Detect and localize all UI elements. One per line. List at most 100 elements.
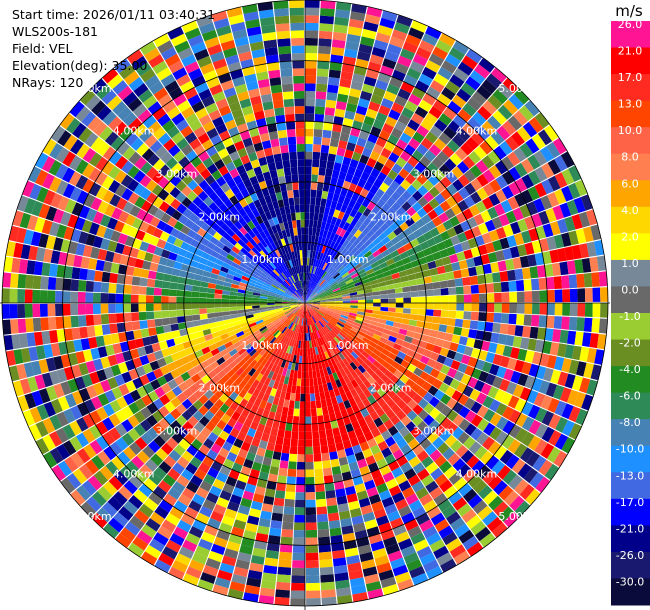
range-gate	[413, 539, 429, 552]
range-gate	[331, 380, 338, 390]
range-gate	[198, 444, 211, 456]
range-gate	[142, 95, 158, 109]
range-gate	[311, 324, 315, 333]
range-gate	[49, 330, 59, 344]
range-gate	[231, 233, 241, 243]
range-gate	[356, 161, 367, 172]
range-gate	[327, 505, 339, 514]
range-gate	[84, 132, 99, 148]
range-gate	[226, 253, 235, 262]
range-gate	[340, 247, 348, 256]
range-gate	[194, 349, 204, 358]
range-gate	[342, 298, 351, 301]
range-gate	[285, 491, 296, 500]
range-gate	[426, 237, 437, 248]
range-gate	[295, 484, 305, 493]
range-gate	[111, 386, 123, 400]
range-gate	[277, 199, 285, 208]
range-gate	[283, 293, 292, 298]
range-gate	[75, 106, 91, 122]
range-gate	[338, 282, 347, 288]
range-gate	[156, 357, 167, 368]
range-gate	[154, 505, 169, 519]
range-gate	[331, 130, 341, 140]
range-gate	[342, 384, 350, 393]
range-gate	[244, 269, 253, 276]
range-gate	[418, 296, 427, 303]
range-gate	[372, 381, 381, 391]
range-gate	[244, 112, 256, 123]
range-gate	[223, 319, 232, 325]
range-gate	[124, 521, 141, 536]
range-gate	[352, 359, 361, 368]
range-gate	[446, 538, 462, 552]
range-gate	[180, 371, 191, 382]
range-gate	[347, 267, 356, 274]
range-gate	[144, 344, 154, 355]
range-gate	[359, 272, 368, 279]
range-gate	[183, 87, 198, 100]
range-gate	[125, 460, 139, 475]
range-gate	[90, 396, 103, 410]
range-gate	[132, 267, 142, 277]
range-gate	[252, 547, 266, 558]
range-gate	[25, 318, 34, 333]
range-gate	[360, 424, 371, 435]
range-gate	[362, 337, 371, 344]
range-gate	[545, 382, 558, 398]
range-gate	[256, 423, 266, 433]
range-gate	[534, 112, 550, 129]
range-gate	[571, 244, 582, 260]
range-gate	[463, 249, 474, 260]
range-gate	[321, 589, 336, 598]
range-gate	[148, 491, 163, 506]
range-gate	[307, 257, 310, 266]
range-gate	[284, 328, 290, 336]
range-gate	[173, 336, 183, 346]
range-gate	[123, 284, 132, 294]
range-gate	[365, 229, 375, 239]
range-gate	[85, 208, 98, 222]
range-gate	[268, 218, 275, 227]
range-gate	[400, 211, 411, 222]
range-gate	[267, 299, 275, 302]
range-gate	[201, 139, 214, 151]
range-gate	[294, 274, 298, 282]
range-gate	[309, 332, 313, 341]
range-gate	[460, 268, 470, 278]
range-gate	[160, 73, 176, 87]
range-gate	[298, 289, 302, 297]
range-gate	[527, 254, 537, 267]
range-gate	[168, 87, 183, 100]
range-gate	[267, 227, 274, 236]
range-gate	[308, 317, 311, 326]
range-gate	[217, 344, 227, 353]
range-gate	[353, 65, 367, 76]
range-gate	[214, 159, 225, 170]
range-gate	[574, 392, 586, 408]
field-name: Field: VEL	[12, 41, 73, 56]
range-gate	[150, 511, 165, 526]
range-gate	[353, 249, 362, 258]
range-gate	[300, 296, 305, 303]
range-gate	[541, 426, 555, 443]
range-gate	[380, 298, 389, 303]
range-gate	[247, 385, 256, 395]
range-gate	[70, 405, 83, 420]
colorbar-tick-label: 17.0	[618, 71, 643, 84]
range-gate	[433, 234, 444, 244]
range-gate	[301, 295, 305, 303]
range-gate	[524, 291, 533, 303]
range-gate	[444, 263, 454, 273]
range-gate	[362, 398, 371, 408]
range-gate	[262, 409, 270, 419]
range-gate	[366, 367, 375, 376]
range-gate	[109, 323, 118, 334]
range-gate	[432, 436, 445, 449]
range-gate	[325, 333, 332, 341]
range-gate	[354, 262, 362, 270]
range-gate	[423, 276, 433, 284]
range-gate	[115, 303, 124, 313]
range-gate	[470, 414, 483, 427]
range-gate	[366, 242, 376, 251]
